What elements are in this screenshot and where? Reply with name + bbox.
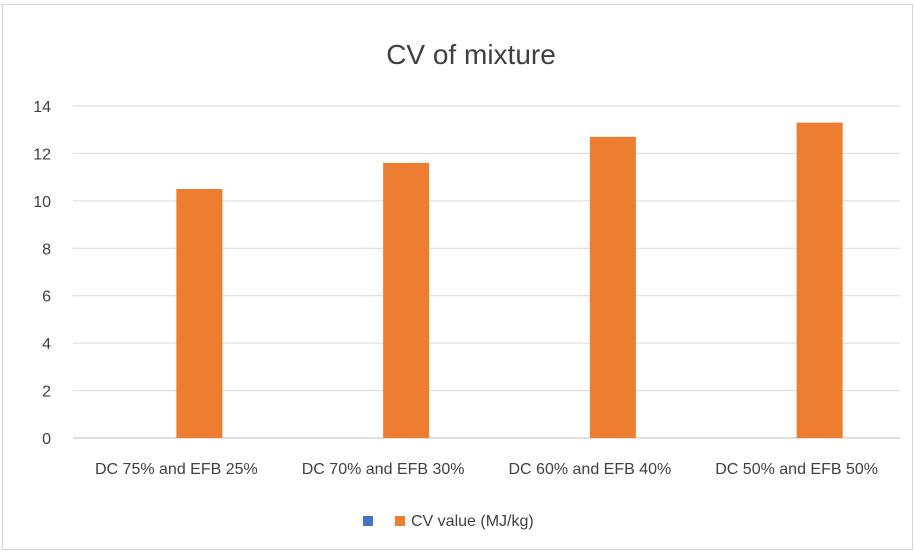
y-tick-label: 0 [42, 431, 51, 448]
chart-frame: CV of mixture 0 2 4 6 8 10 12 14 DC 75% and EFB… [2, 4, 913, 550]
y-tick-label: 6 [42, 289, 51, 306]
legend-swatch [363, 516, 373, 526]
y-tick-label: 14 [33, 99, 51, 116]
bars [176, 122, 843, 439]
x-tick-label: DC 60% and EFB 40% [509, 461, 672, 478]
legend: CV value (MJ/kg) [363, 513, 534, 530]
y-tick-label: 10 [33, 194, 51, 211]
x-tick-label: DC 70% and EFB 30% [302, 461, 465, 478]
chart-title: CV of mixture [386, 39, 556, 70]
chart: CV of mixture 0 2 4 6 8 10 12 14 DC 75% and EFB… [33, 39, 900, 530]
y-tick-label: 12 [33, 146, 51, 163]
y-axis-ticks: 0 2 4 6 8 10 12 14 [33, 99, 51, 448]
legend-swatch [395, 516, 405, 526]
bar-3 [589, 136, 636, 439]
y-tick-label: 4 [42, 336, 51, 353]
legend-label: CV value (MJ/kg) [411, 513, 534, 530]
y-tick-label: 2 [42, 384, 51, 401]
x-tick-label: DC 75% and EFB 25% [95, 461, 258, 478]
x-axis-ticks: DC 75% and EFB 25% DC 70% and EFB 30% DC 6… [95, 461, 878, 478]
bar-4 [796, 122, 843, 438]
bar-1 [176, 189, 223, 438]
bar-2 [383, 162, 430, 438]
y-tick-label: 8 [42, 241, 51, 258]
x-tick-label: DC 50% and EFB 50% [715, 461, 878, 478]
